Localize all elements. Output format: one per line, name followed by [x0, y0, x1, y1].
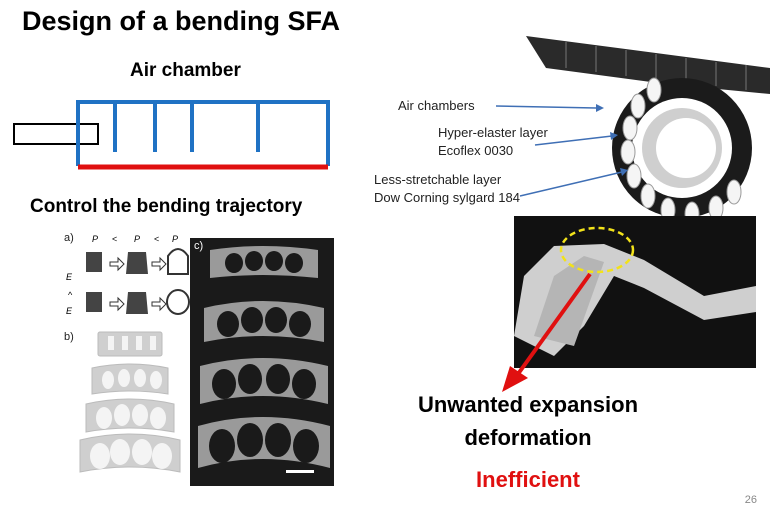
scale-bar	[286, 470, 314, 473]
label-hyper-elastic-1: Hyper-elaster layer	[438, 125, 548, 140]
trajectory-heading: Control the bending trajectory	[30, 196, 303, 217]
slide-title: Design of a bending SFA	[22, 6, 341, 36]
svg-text:E: E	[66, 306, 73, 316]
red-arrow	[502, 272, 592, 392]
air-chamber-heading: Air chamber	[130, 60, 241, 81]
panel-ab-graphics: P < P < P E ^ E	[66, 234, 190, 473]
actuator-3d-illustration	[526, 36, 770, 220]
svg-text:<: <	[112, 234, 117, 244]
label-air-chambers: Air chambers	[398, 98, 475, 113]
svg-text:<: <	[154, 234, 159, 244]
svg-text:P: P	[92, 234, 98, 244]
panel-c-graphics	[198, 246, 330, 473]
panel-b-label: b)	[64, 331, 74, 343]
unwanted-line-2: deformation	[464, 425, 592, 450]
panel-c-label: c)	[194, 240, 204, 252]
panel-a-label: a)	[64, 232, 74, 244]
svg-text:E: E	[66, 272, 73, 282]
highlight-ellipse	[559, 226, 635, 274]
label-hyper-elastic-2: Ecoflex 0030	[438, 143, 514, 158]
chamber-outline	[76, 100, 330, 166]
air-chamber-diagram	[13, 100, 330, 170]
figure-panel-ab: a) b) P < P < P E ^ E	[62, 228, 192, 483]
svg-text:P: P	[134, 234, 140, 244]
svg-text:^: ^	[68, 290, 73, 300]
svg-text:P: P	[172, 234, 178, 244]
page-number: 26	[744, 494, 757, 506]
label-less-stretch-2: Dow Corning sylgard 184	[374, 190, 520, 205]
inefficient-label: Inefficient	[476, 467, 580, 492]
figure-panel-c: c)	[190, 238, 334, 486]
unwanted-line-1: Unwanted expansion	[417, 392, 639, 417]
label-less-stretch-1: Less-stretchable layer	[374, 172, 502, 187]
